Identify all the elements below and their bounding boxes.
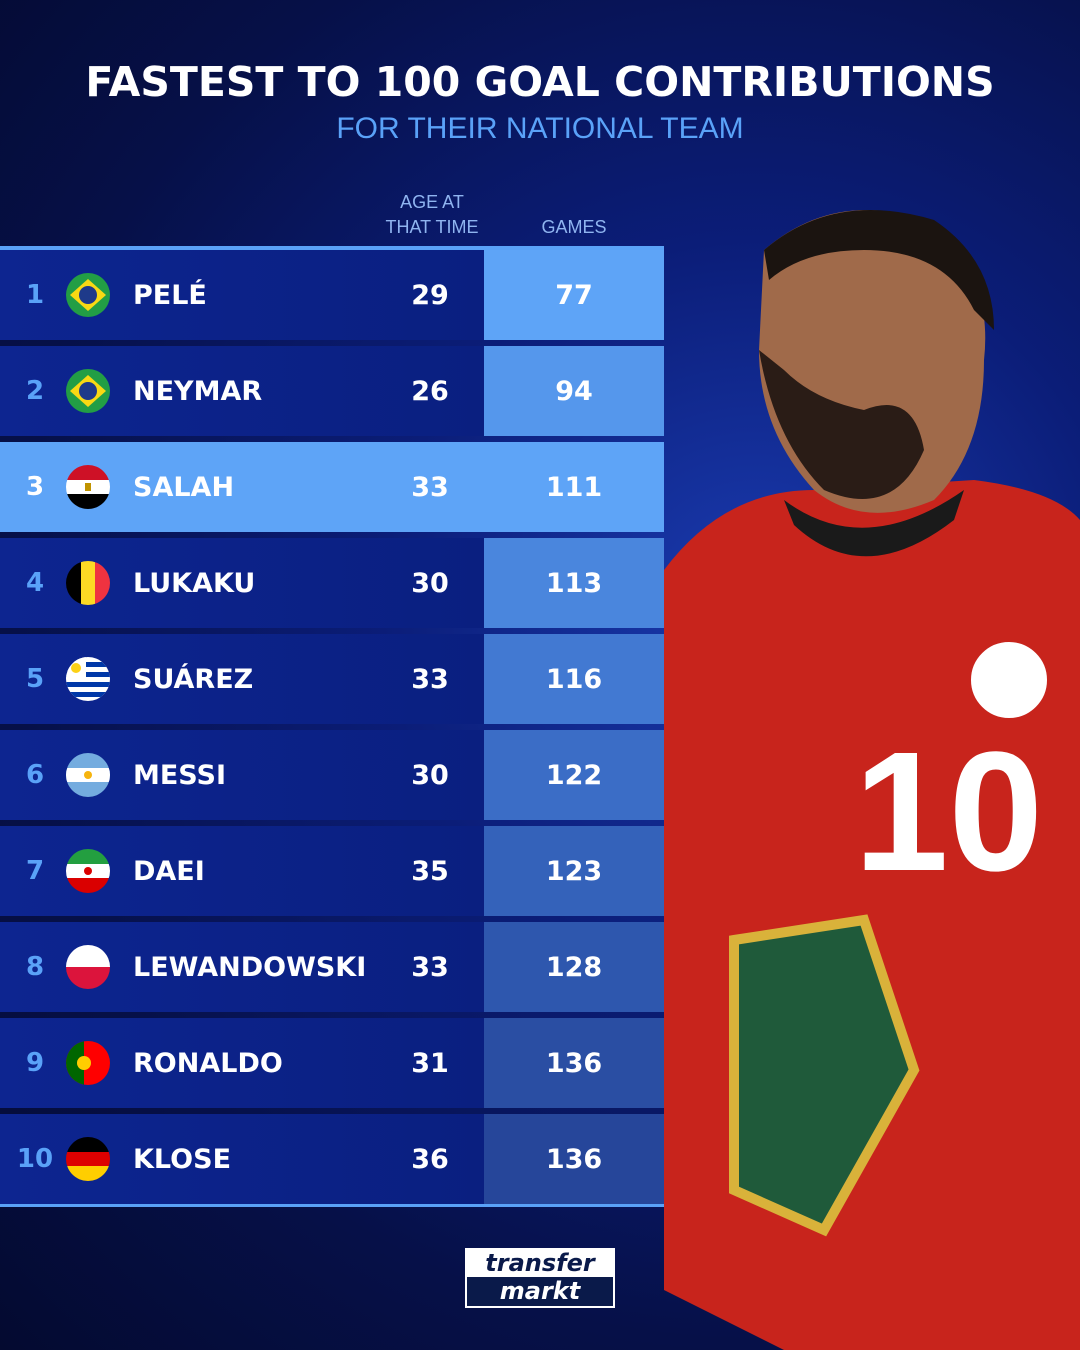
row-player-cell: 4 LUKAKU 30 (0, 538, 484, 628)
rank: 9 (25, 1048, 45, 1078)
age-value: 35 (411, 855, 449, 887)
row-player-cell: 3 SALAH 33 (0, 442, 484, 532)
games-value: 122 (484, 730, 664, 820)
transfermarkt-logo: transfer markt (465, 1248, 615, 1308)
age-value: 31 (411, 1047, 449, 1079)
table-row: 7 DAEI 35 123 (0, 826, 664, 916)
age-header-line2: THAT TIME (385, 217, 479, 237)
player-photo: 10 (664, 210, 1080, 1350)
rank: 10 (16, 1144, 54, 1174)
age-value: 36 (411, 1143, 449, 1175)
table-row: 9 RONALDO 31 136 (0, 1018, 664, 1108)
row-player-cell: 9 RONALDO 31 (0, 1018, 484, 1108)
table-row: 3 SALAH 33 111 (0, 442, 664, 532)
argentina-flag-icon (66, 753, 110, 797)
table-row: 1 PELÉ 29 77 (0, 250, 664, 340)
row-player-cell: 2 NEYMAR 26 (0, 346, 484, 436)
table-row: 5 SUÁREZ 33 116 (0, 634, 664, 724)
rank: 6 (25, 760, 45, 790)
age-value: 33 (411, 951, 449, 983)
row-player-cell: 5 SUÁREZ 33 (0, 634, 484, 724)
age-value: 33 (411, 471, 449, 503)
player-name: PELÉ (133, 279, 207, 311)
games-value: 128 (484, 922, 664, 1012)
brazil-flag-icon (66, 273, 110, 317)
player-name: NEYMAR (133, 375, 263, 407)
player-name: KLOSE (133, 1143, 232, 1175)
logo-line2: markt (467, 1277, 613, 1306)
iran-flag-icon (66, 849, 110, 893)
player-name: LUKAKU (133, 567, 256, 599)
games-column-header: GAMES (541, 217, 607, 237)
rank: 5 (25, 664, 45, 694)
page-title: FASTEST TO 100 GOAL CONTRIBUTIONS (85, 58, 995, 106)
brazil-flag-icon (66, 369, 110, 413)
table-bottom-border (0, 1204, 664, 1207)
row-player-cell: 6 MESSI 30 (0, 730, 484, 820)
age-header-line1: AGE AT (400, 192, 464, 212)
games-value: 111 (484, 442, 664, 532)
age-value: 26 (411, 375, 449, 407)
age-value: 30 (411, 567, 449, 599)
rank: 1 (25, 280, 45, 310)
egypt-flag-icon (66, 465, 110, 509)
table-row: 10 KLOSE 36 136 (0, 1114, 664, 1204)
portugal-flag-icon (66, 1041, 110, 1085)
games-value: 136 (484, 1018, 664, 1108)
row-player-cell: 10 KLOSE 36 (0, 1114, 484, 1204)
games-value: 113 (484, 538, 664, 628)
table-row: 2 NEYMAR 26 94 (0, 346, 664, 436)
page-subtitle: FOR THEIR NATIONAL TEAM (336, 112, 744, 145)
belgium-flag-icon (66, 561, 110, 605)
table-row: 6 MESSI 30 122 (0, 730, 664, 820)
logo-line1: transfer (485, 1249, 595, 1277)
age-value: 29 (411, 279, 449, 311)
rank: 3 (25, 472, 45, 502)
player-name: SUÁREZ (133, 663, 254, 695)
rank: 2 (25, 376, 45, 406)
table-row: 4 LUKAKU 30 113 (0, 538, 664, 628)
games-value: 136 (484, 1114, 664, 1204)
row-player-cell: 1 PELÉ 29 (0, 250, 484, 340)
games-value: 116 (484, 634, 664, 724)
germany-flag-icon (66, 1137, 110, 1181)
player-name: RONALDO (133, 1047, 283, 1079)
player-name: MESSI (133, 759, 227, 791)
games-value: 77 (484, 250, 664, 340)
table-row: 8 LEWANDOWSKI 33 128 (0, 922, 664, 1012)
poland-flag-icon (66, 945, 110, 989)
rank: 8 (25, 952, 45, 982)
games-value: 123 (484, 826, 664, 916)
games-value: 94 (484, 346, 664, 436)
age-value: 30 (411, 759, 449, 791)
rank: 7 (25, 856, 45, 886)
player-name: LEWANDOWSKI (133, 951, 367, 983)
svg-text:10: 10 (854, 717, 1043, 907)
age-value: 33 (411, 663, 449, 695)
table-top-border (0, 246, 664, 250)
player-name: DAEI (133, 855, 205, 887)
rank: 4 (25, 568, 45, 598)
age-column-header: AGE AT THAT TIME (372, 190, 492, 240)
uruguay-flag-icon (66, 657, 110, 701)
player-name: SALAH (133, 471, 235, 503)
row-player-cell: 7 DAEI 35 (0, 826, 484, 916)
row-player-cell: 8 LEWANDOWSKI 33 (0, 922, 484, 1012)
